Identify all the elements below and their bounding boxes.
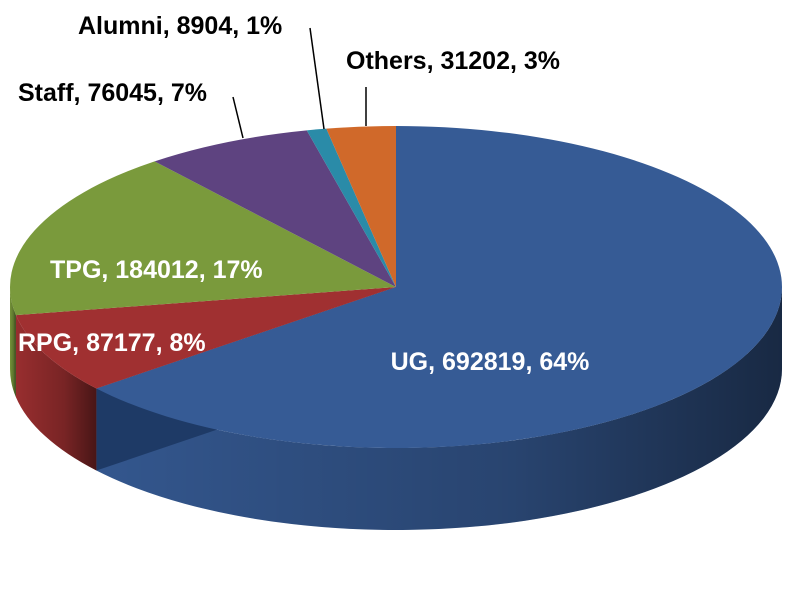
pie-slice-rpg <box>15 287 396 389</box>
leader-line-alumni <box>309 27 325 130</box>
pie-slice-alumni <box>306 128 396 287</box>
pie-side-shade-ug <box>96 287 782 530</box>
pie-slice-tpg <box>9 161 397 316</box>
data-label-alumni: Alumni, 8904, 1% <box>78 12 282 40</box>
data-label-staff: Staff, 76045, 7% <box>18 79 207 107</box>
pie-side-shade-rpg <box>15 315 97 471</box>
pie-slice-staff <box>154 130 396 287</box>
pie-side-shade-tpg <box>10 287 16 398</box>
data-label-rpg: RPG, 87177, 8% <box>18 329 206 357</box>
data-label-others: Others, 31202, 3% <box>346 47 560 75</box>
leader-line-staff <box>232 96 244 139</box>
data-label-ug: UG, 692819, 64% <box>391 348 590 376</box>
data-label-tpg: TPG, 184012, 17% <box>50 256 263 284</box>
pie-slice-others <box>326 126 396 287</box>
pie-slice-ug <box>96 126 782 449</box>
